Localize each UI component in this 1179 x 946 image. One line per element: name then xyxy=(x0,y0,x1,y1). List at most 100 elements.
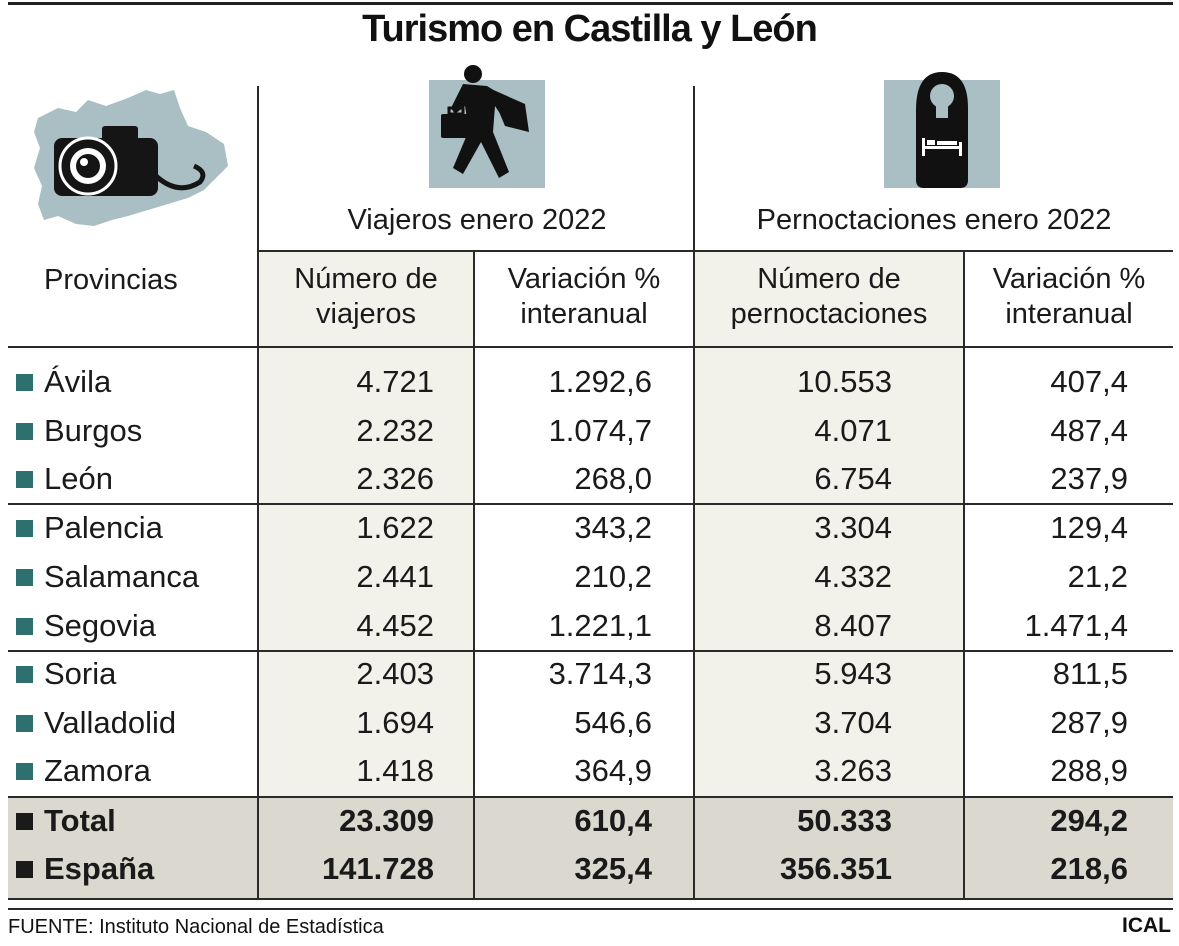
table-row: Valladolid 1.694 546,6 3.704 287,9 xyxy=(0,699,1179,747)
cell-pernoctaciones: 8.407 xyxy=(814,608,892,643)
cell-var-pernoctaciones: 287,9 xyxy=(1050,705,1128,740)
cell-var-pernoctaciones: 487,4 xyxy=(1050,413,1128,448)
cell-viajeros: 2.403 xyxy=(356,656,434,691)
cell-var-viajeros: 210,2 xyxy=(574,559,652,594)
totals-row: España 141.728 325,4 356.351 218,6 xyxy=(0,845,1179,893)
cell-var-pernoctaciones: 237,9 xyxy=(1050,461,1128,496)
row-marker xyxy=(16,763,33,780)
col-header-pernoctaciones: Número de pernoctaciones xyxy=(730,263,928,330)
row-name: Segovia xyxy=(44,608,157,643)
group-rule-1 xyxy=(8,503,1173,505)
table-row: León 2.326 268,0 6.754 237,9 xyxy=(0,455,1179,503)
row-name: Zamora xyxy=(44,753,151,788)
row-name: Salamanca xyxy=(44,559,200,594)
table-row: Soria 2.403 3.714,3 5.943 811,5 xyxy=(0,650,1179,698)
table-row: Zamora 1.418 364,9 3.263 288,9 xyxy=(0,747,1179,795)
cell-var-viajeros: 325,4 xyxy=(574,851,652,886)
divider-groups xyxy=(693,86,695,898)
cell-viajeros: 141.728 xyxy=(321,851,434,886)
cell-viajeros: 1.622 xyxy=(356,510,434,545)
cell-var-viajeros: 546,6 xyxy=(574,705,652,740)
cell-pernoctaciones: 10.553 xyxy=(797,364,892,399)
cell-var-pernoctaciones: 811,5 xyxy=(1052,656,1128,691)
divider-pernoct-var xyxy=(963,252,965,898)
cell-viajeros: 4.721 xyxy=(356,364,434,399)
cell-pernoctaciones: 4.071 xyxy=(814,413,892,448)
credit-label: ICAL xyxy=(1122,914,1171,937)
row-marker xyxy=(16,471,33,488)
table-row: Palencia 1.622 343,2 3.304 129,4 xyxy=(0,504,1179,552)
header-rule xyxy=(257,250,1173,252)
hotel-door-hanger-bed-icon xyxy=(916,72,968,188)
row-marker xyxy=(16,861,33,878)
totals-row: Total 23.309 610,4 50.333 294,2 xyxy=(0,797,1179,845)
cell-var-viajeros: 268,0 xyxy=(574,461,652,496)
cell-var-viajeros: 1.074,7 xyxy=(548,413,652,448)
row-name: Total xyxy=(44,803,116,838)
cell-var-pernoctaciones: 1.471,4 xyxy=(1024,608,1128,643)
row-name: Palencia xyxy=(44,510,163,545)
table-row: Segovia 4.452 1.221,1 8.407 1.471,4 xyxy=(0,602,1179,650)
table-row: Ávila 4.721 1.292,6 10.553 407,4 xyxy=(0,358,1179,406)
cell-var-pernoctaciones: 218,6 xyxy=(1050,851,1128,886)
cell-viajeros: 1.694 xyxy=(356,705,434,740)
bottom-rule xyxy=(8,898,1173,900)
cell-pernoctaciones: 356.351 xyxy=(779,851,892,886)
cell-viajeros: 2.232 xyxy=(356,413,434,448)
castilla-leon-map-camera-icon xyxy=(34,90,228,226)
cell-viajeros: 2.441 xyxy=(356,559,434,594)
footer-rule xyxy=(8,908,1173,910)
columns-rule xyxy=(8,346,1173,348)
cell-viajeros: 2.326 xyxy=(356,461,434,496)
group-title-pernoctaciones: Pernoctaciones enero 2022 xyxy=(756,204,1112,236)
chart-title: Turismo en Castilla y León xyxy=(362,8,818,50)
cell-viajeros: 23.309 xyxy=(339,803,434,838)
row-marker xyxy=(16,715,33,732)
row-marker xyxy=(16,618,33,635)
row-name: Burgos xyxy=(44,413,143,448)
cell-pernoctaciones: 4.332 xyxy=(814,559,892,594)
row-name: España xyxy=(44,851,155,886)
col-header-viajeros: Número de viajeros xyxy=(294,263,438,330)
cell-viajeros: 4.452 xyxy=(356,608,434,643)
cell-pernoctaciones: 6.754 xyxy=(814,461,892,496)
row-name: León xyxy=(44,461,113,496)
cell-var-viajeros: 343,2 xyxy=(574,510,652,545)
cell-var-viajeros: 3.714,3 xyxy=(548,656,652,691)
divider-provinces xyxy=(257,86,259,898)
cell-pernoctaciones: 3.704 xyxy=(814,705,892,740)
shade-col-pernoctaciones xyxy=(695,252,963,798)
row-name: Valladolid xyxy=(44,705,177,740)
shade-col-viajeros xyxy=(259,252,473,798)
table-row: Burgos 2.232 1.074,7 4.071 487,4 xyxy=(0,407,1179,455)
col-header-var-viajeros: Variación % interanual xyxy=(507,263,661,330)
row-name: Soria xyxy=(44,656,117,691)
cell-pernoctaciones: 50.333 xyxy=(797,803,892,838)
traveler-with-suitcase-icon xyxy=(441,65,529,178)
group-title-viajeros: Viajeros enero 2022 xyxy=(347,204,607,236)
col-header-var-pernoctaciones: Variación % interanual xyxy=(992,263,1146,330)
totals-band xyxy=(8,796,1173,900)
cell-var-viajeros: 364,9 xyxy=(574,753,652,788)
cell-var-viajeros: 1.292,6 xyxy=(548,364,652,399)
cell-var-viajeros: 1.221,1 xyxy=(548,608,652,643)
table-row: Salamanca 2.441 210,2 4.332 21,2 xyxy=(0,553,1179,601)
row-marker xyxy=(16,813,33,830)
source-note: FUENTE: Instituto Nacional de Estadístic… xyxy=(8,916,384,938)
row-marker xyxy=(16,569,33,586)
row-marker xyxy=(16,666,33,683)
cell-var-pernoctaciones: 129,4 xyxy=(1050,510,1128,545)
top-rule xyxy=(8,2,1173,5)
row-marker xyxy=(16,423,33,440)
divider-viajeros-var xyxy=(473,252,475,898)
row-marker xyxy=(16,374,33,391)
cell-var-pernoctaciones: 407,4 xyxy=(1050,364,1128,399)
cell-pernoctaciones: 3.304 xyxy=(814,510,892,545)
cell-viajeros: 1.418 xyxy=(356,753,434,788)
row-marker xyxy=(16,520,33,537)
cell-pernoctaciones: 5.943 xyxy=(814,656,892,691)
cell-pernoctaciones: 3.263 xyxy=(814,753,892,788)
cell-var-pernoctaciones: 21,2 xyxy=(1067,559,1128,594)
totals-rule xyxy=(8,796,1173,798)
row-name: Ávila xyxy=(44,364,112,399)
